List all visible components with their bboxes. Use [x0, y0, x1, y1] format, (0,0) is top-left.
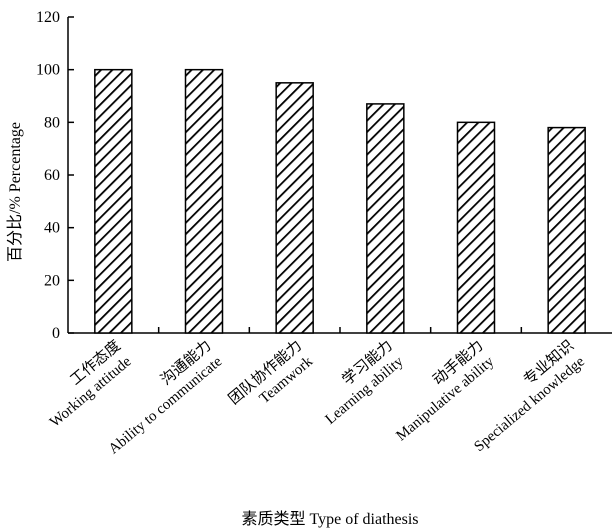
bar [275, 82, 314, 334]
y-tick-label: 80 [44, 114, 60, 131]
bar [366, 103, 405, 334]
bar [94, 68, 133, 334]
bars [94, 68, 586, 334]
y-tick-label: 60 [44, 167, 60, 184]
y-axis-title: 百分比/% Percentage [6, 122, 24, 262]
bar [547, 126, 586, 334]
y-tick-label: 120 [36, 9, 60, 26]
x-axis-title: 素质类型 Type of diathesis [241, 510, 418, 528]
y-axis-ticks: 0 20 40 60 80 100 120 [36, 9, 74, 342]
bar [184, 68, 224, 334]
bar [456, 121, 496, 334]
y-tick-label: 40 [44, 220, 60, 237]
y-tick-label: 20 [44, 272, 60, 289]
y-tick-label: 0 [52, 325, 60, 342]
axes [67, 17, 612, 334]
y-tick-label: 100 [36, 62, 60, 79]
